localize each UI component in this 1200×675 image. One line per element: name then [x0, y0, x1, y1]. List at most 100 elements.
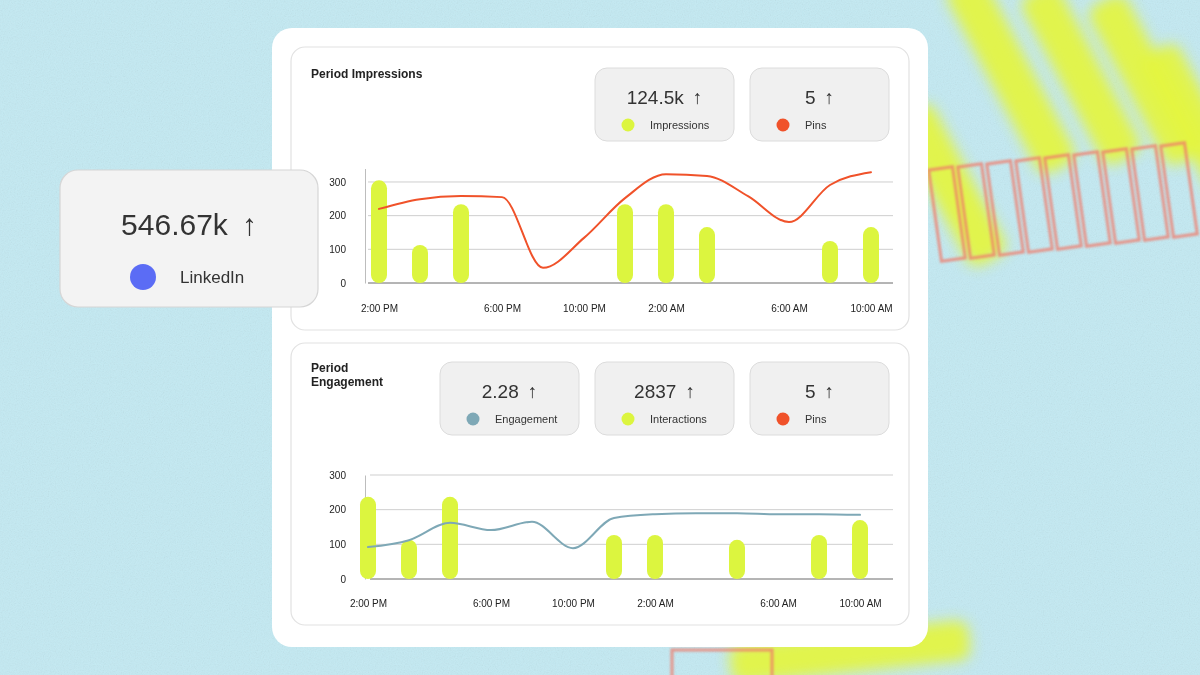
bar [658, 204, 674, 283]
page: Period Impressions124.5k↑Impressions5↑Pi… [0, 0, 1200, 675]
highlight-card: 546.67k ↑ LinkedIn [60, 170, 318, 307]
chart-panel: Period Impressions 124.5k↑Impressions5↑Pi… [291, 47, 909, 330]
stat-card: 2837↑Interactions [595, 362, 734, 435]
y-tick: 300 [329, 470, 365, 481]
x-tick-label: 2:00 AM [648, 303, 685, 314]
y-tick: 100 [329, 539, 365, 550]
x-axis: 2:00 PM 6:00 PM 10:00 PM 2:00 AM 6:00 AM 10:0… [361, 303, 893, 314]
bar [729, 540, 745, 579]
stat-card: 2.28 ↑ Engagement [440, 362, 579, 435]
stat-dot [622, 413, 635, 426]
highlight-value: 546.67k [121, 208, 229, 241]
bar [442, 497, 458, 579]
y-tick-label: 0 [340, 278, 346, 289]
stat-dot [777, 119, 790, 132]
stat-label: Interactions [650, 413, 707, 425]
bar [699, 227, 715, 283]
bar [863, 227, 879, 283]
x-axis: 2:00 PM 6:00 PM 10:00 PM 2:00 AM 6:00 AM 10:0… [350, 598, 882, 609]
bar [401, 540, 417, 579]
x-tick: 6:00 PM [484, 303, 521, 314]
chart-card [291, 343, 909, 625]
bar [647, 535, 663, 579]
chart-panel: PeriodEngagement2.28↑Engagement2837↑Inte… [291, 343, 909, 625]
stat-card-box [750, 362, 889, 435]
stat-trend: ↑ [825, 381, 835, 402]
stat-dot [467, 413, 480, 426]
x-tick-label: 10:00 AM [850, 303, 892, 314]
x-tick: 10:00 PM [563, 303, 606, 314]
x-tick: 2:00 PM [361, 303, 398, 314]
x-tick-label: 10:00 PM [563, 303, 606, 314]
stat-label: Pins [805, 413, 827, 425]
plot-area [371, 172, 879, 283]
stat-label: Pins [805, 119, 827, 131]
y-tick: 200 [329, 504, 365, 515]
y-tick: 0 [340, 278, 365, 289]
line-series [368, 513, 860, 548]
bar [822, 241, 838, 283]
highlight-dot [130, 264, 156, 290]
x-tick: 6:00 PM [473, 598, 510, 609]
plot-area [360, 497, 868, 579]
y-tick-label: 200 [329, 504, 346, 515]
x-tick-label: 2:00 PM [361, 303, 398, 314]
x-tick-label: 10:00 AM [839, 598, 881, 609]
bar [811, 535, 827, 579]
stat-card: 5 ↑ Pins [750, 362, 889, 435]
x-tick-label: 2:00 PM [350, 598, 387, 609]
bar [852, 520, 868, 579]
y-tick-label: 100 [329, 244, 346, 255]
stat-card: 124.5k↑Impressions [595, 68, 734, 141]
grid-line [368, 181, 893, 182]
chart-title: Period Impressions [311, 67, 423, 81]
x-tick: 6:00 AM [760, 598, 797, 609]
x-tick-label: 6:00 PM [473, 598, 510, 609]
decor-outline [672, 650, 772, 675]
x-tick-label: 6:00 PM [484, 303, 521, 314]
decor-strip [1140, 40, 1200, 200]
x-tick-label: 10:00 PM [552, 598, 595, 609]
stat-label: Impressions [650, 119, 710, 131]
x-tick: 6:00 AM [771, 303, 808, 314]
y-tick-label: 200 [329, 210, 346, 221]
bar-series [360, 497, 868, 579]
y-axis: 0 100 200 300 [329, 169, 365, 289]
x-tick-label: 6:00 AM [771, 303, 808, 314]
x-tick: 2:00 AM [637, 598, 674, 609]
stat-card: 5↑Pins [750, 68, 889, 141]
x-tick: 10:00 PM [552, 598, 595, 609]
stat-trend: ↑ [528, 381, 538, 402]
stat-card-box [440, 362, 579, 435]
y-tick: 100 [329, 244, 365, 255]
stat-value: 2.28 [482, 381, 519, 402]
y-tick: 300 [329, 177, 365, 188]
grid-line [368, 283, 893, 284]
dashboard-panel [272, 28, 928, 647]
y-axis-line [365, 169, 366, 284]
bar [360, 497, 376, 579]
x-tick: 10:00 AM [850, 303, 892, 314]
x-tick-label: 6:00 AM [760, 598, 797, 609]
stat-card-box [595, 68, 734, 141]
stat-trend: ↑ [685, 381, 695, 402]
y-tick-label: 300 [329, 470, 346, 481]
grid-line [370, 475, 893, 476]
x-tick-label: 2:00 AM [637, 598, 674, 609]
stat-value: 5 [805, 381, 816, 402]
grid [370, 475, 893, 579]
bar [412, 245, 428, 283]
stat-label: Engagement [495, 413, 557, 425]
stat-value: 124.5k [627, 87, 685, 108]
highlight-label: LinkedIn [180, 268, 244, 287]
highlight-card-box [60, 170, 318, 307]
x-tick: 2:00 AM [648, 303, 685, 314]
highlight-trend: ↑ [242, 208, 257, 241]
x-tick: 2:00 PM [350, 598, 387, 609]
stat-dot [777, 413, 790, 426]
line-series [379, 172, 871, 268]
chart-title: PeriodEngagement [311, 361, 383, 389]
bar [453, 204, 469, 283]
x-tick: 10:00 AM [839, 598, 881, 609]
stat-value: 5 [805, 87, 816, 108]
